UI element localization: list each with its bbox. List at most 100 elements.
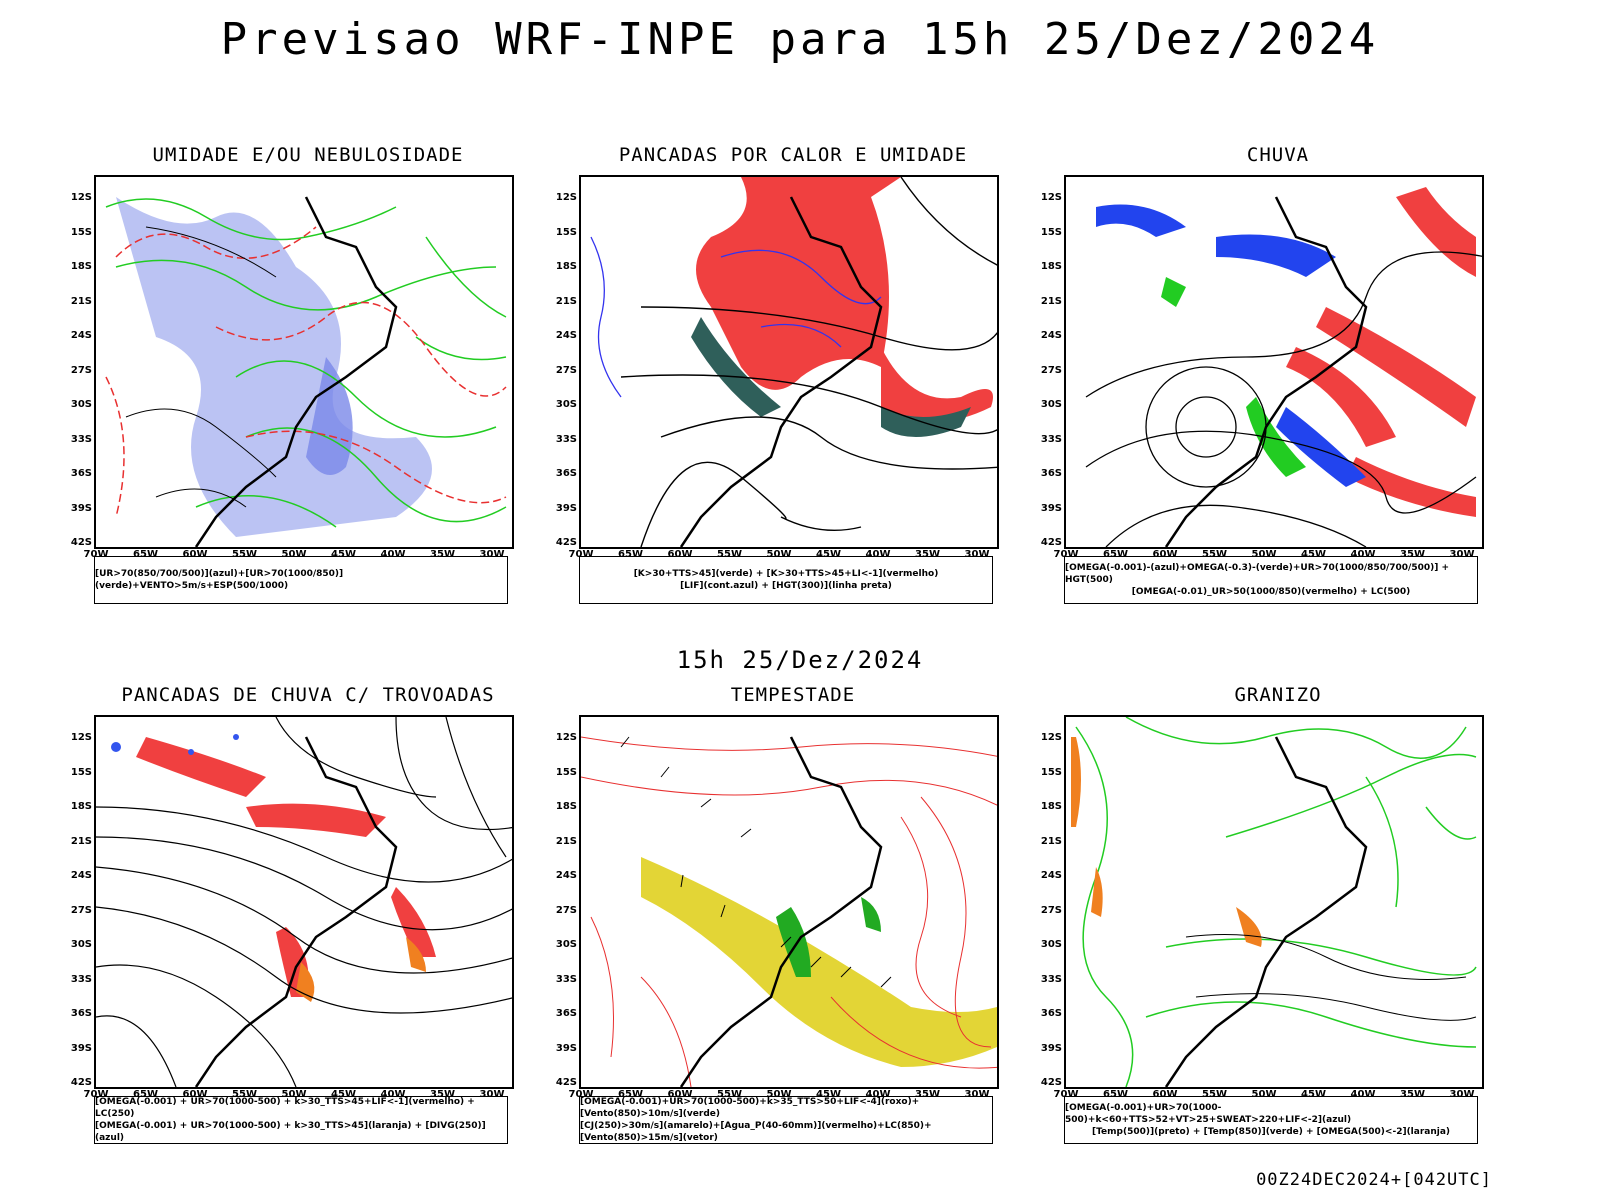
lat-label: 30S (555, 399, 577, 410)
lon-label: 30W (479, 549, 505, 560)
lat-label: 24S (70, 870, 92, 881)
legend: [K>30+TTS>45](verde) + [K>30+TTS>45+LI<-… (579, 556, 993, 604)
lon-label: 65W (618, 549, 643, 560)
lon-label: 50W (766, 549, 792, 560)
lon-label: 65W (618, 1089, 643, 1100)
legend-line: [OMEGA(-0.001)+UR>70(1000-500)+k>35_TTS>… (580, 1097, 920, 1119)
lon-label: 55W (1202, 1089, 1227, 1100)
lon-label: 40W (865, 549, 891, 560)
panel-trovoadas: PANCADAS DE CHUVA C/ TROVOADAS 12S 15S 18S… (58, 684, 538, 1154)
map-graphic (581, 177, 997, 547)
lat-label: 24S (70, 330, 92, 341)
legend-line: [OMEGA(-0.001) + UR>70(1000-500) + k>30_… (95, 1097, 475, 1119)
lat-label: 24S (555, 330, 577, 341)
lon-label: 60W (1152, 1089, 1178, 1100)
lat-label: 36S (70, 468, 92, 479)
lat-label: 24S (1040, 330, 1062, 341)
legend: [OMEGA(-0.001)-(azul)+OMEGA(-0.3)-(verde… (1064, 556, 1478, 604)
lon-label: 65W (1103, 1089, 1128, 1100)
panel-chuva: CHUVA 12S 15S 18S 21S 24S 27S 30S 33S 36S 39S 42S (1028, 144, 1508, 614)
lon-label: 35W (430, 1089, 455, 1100)
legend: [OMEGA(-0.001) + UR>70(1000-500) + k>30_… (94, 1096, 508, 1144)
green-fill (776, 907, 811, 977)
lat-label: 33S (1040, 973, 1062, 985)
red-fill-east (881, 347, 993, 422)
red-contours (105, 226, 507, 518)
lif-contours (590, 236, 882, 398)
lat-label: 18S (70, 801, 92, 812)
lon-label: 55W (717, 1089, 742, 1100)
lat-label: 33S (555, 433, 577, 445)
legend-line: [OMEGA(-0.001)-(azul)+OMEGA(-0.3)-(verde… (1065, 563, 1450, 585)
map-granizo (1064, 715, 1484, 1089)
lat-label: 21S (555, 835, 577, 847)
pressure-contours (125, 226, 277, 508)
legend-line: [CJ(250)>30m/s](amarelo)+[Agua_P(40-60mm… (580, 1121, 932, 1143)
legend-line: [Temp(500)](preto) + [Temp(850)](verde) … (1091, 1127, 1451, 1137)
map-chuva (1064, 175, 1484, 549)
temp500-contours (1185, 934, 1477, 1021)
lon-label: 45W (816, 1089, 841, 1100)
lat-label: 42S (1040, 1077, 1062, 1088)
lon-label: 35W (430, 549, 455, 560)
lon-label: 40W (1350, 549, 1376, 560)
lon-label: 45W (1301, 549, 1326, 560)
humidity-fill (116, 197, 432, 537)
blue-patches (1096, 204, 1366, 487)
lat-label: 33S (555, 973, 577, 985)
lat-label: 42S (70, 537, 92, 548)
map-graphic (105, 196, 507, 547)
lon-label: 70W (83, 549, 109, 560)
lat-label: 42S (555, 1077, 577, 1088)
legend-line: [OMEGA(-0.001) + UR>70(1000-500) + k>30_… (95, 1121, 486, 1143)
lon-label: 45W (331, 549, 356, 560)
legend-line: [OMEGA(-0.001)+UR>70(1000-500)+k<60+TTS>… (1065, 1103, 1352, 1125)
lat-label: 39S (555, 502, 577, 514)
lat-label: 18S (555, 801, 577, 812)
lon-label: 40W (380, 549, 406, 560)
coastline (194, 196, 398, 547)
panel-pancadas-calor: PANCADAS POR CALOR E UMIDADE 12S 15S 18S 21… (543, 144, 1023, 614)
legend: [OMEGA(-0.001)+UR>70(1000-500)+k<60+TTS>… (1064, 1096, 1478, 1144)
red-fill (581, 177, 901, 390)
green-fill-2 (861, 897, 881, 932)
legend-line: [K>30+TTS>45](verde) + [K>30+TTS>45+LI<-… (633, 569, 939, 579)
lat-label: 18S (70, 261, 92, 272)
lat-label: 30S (70, 939, 92, 950)
lat-label: 15S (1040, 226, 1062, 238)
lat-label: 12S (1040, 732, 1062, 743)
legend-line: [UR>70(850/700/500)](azul)+[UR>70(1000/8… (95, 569, 344, 591)
lat-label: 12S (70, 732, 92, 743)
coastline (1164, 736, 1368, 1087)
lat-label: 21S (1040, 295, 1062, 307)
lon-label: 35W (1400, 549, 1425, 560)
lon-label: 50W (281, 1089, 307, 1100)
lat-label: 36S (555, 1008, 577, 1019)
lat-label: 27S (1040, 364, 1062, 376)
lat-label: 39S (1040, 502, 1062, 514)
blue-patches (111, 734, 239, 755)
lat-label: 42S (70, 1077, 92, 1088)
lon-label: 70W (1053, 549, 1079, 560)
lat-label: 18S (555, 261, 577, 272)
lat-label: 36S (1040, 1008, 1062, 1019)
lon-label: 65W (133, 1089, 158, 1100)
orange-patches (296, 937, 426, 1002)
map-graphic (581, 736, 997, 1087)
lat-label: 27S (70, 904, 92, 916)
red-contours (581, 736, 997, 1087)
red-bands (1286, 187, 1476, 517)
legend: [UR>70(850/700/500)](azul)+[UR>70(1000/8… (94, 556, 508, 604)
lon-label: 30W (964, 1089, 990, 1100)
lon-label: 50W (766, 1089, 792, 1100)
hgt-contours (620, 177, 997, 547)
lat-label: 30S (70, 399, 92, 410)
lat-label: 24S (1040, 870, 1062, 881)
lon-label: 65W (133, 549, 158, 560)
mid-title: 15h 25/Dez/2024 (676, 646, 924, 674)
main-title: Previsao WRF-INPE para 15h 25/Dez/2024 (220, 14, 1380, 65)
lat-label: 12S (70, 192, 92, 203)
map-pancadas-calor (579, 175, 999, 549)
streamlines (96, 717, 512, 1087)
lon-label: 60W (667, 1089, 693, 1100)
